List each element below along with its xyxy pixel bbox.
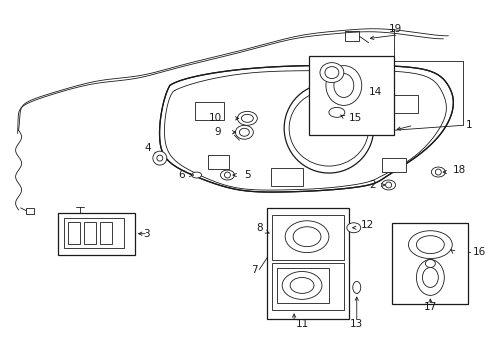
Text: 17: 17 <box>423 302 436 312</box>
Ellipse shape <box>288 90 368 166</box>
Ellipse shape <box>319 63 343 82</box>
Bar <box>194 103 224 120</box>
Ellipse shape <box>425 260 434 267</box>
Bar <box>25 208 34 214</box>
Bar <box>58 213 135 255</box>
Ellipse shape <box>325 66 361 105</box>
Bar <box>267 208 348 319</box>
Ellipse shape <box>422 267 437 287</box>
Ellipse shape <box>239 128 249 136</box>
Text: 15: 15 <box>348 113 361 123</box>
Ellipse shape <box>241 114 253 122</box>
Ellipse shape <box>430 167 445 177</box>
Ellipse shape <box>153 151 166 165</box>
Ellipse shape <box>157 155 163 161</box>
Ellipse shape <box>346 223 360 233</box>
Ellipse shape <box>282 271 321 300</box>
Text: 6: 6 <box>178 170 184 180</box>
Text: 10: 10 <box>208 113 221 123</box>
Bar <box>391 223 467 304</box>
Ellipse shape <box>385 182 391 188</box>
Ellipse shape <box>220 170 234 180</box>
Text: 5: 5 <box>244 170 250 180</box>
Ellipse shape <box>324 67 338 78</box>
Text: 14: 14 <box>368 87 381 98</box>
Bar <box>388 95 418 113</box>
Bar <box>344 31 358 41</box>
Ellipse shape <box>191 172 201 178</box>
Bar <box>271 168 303 186</box>
Bar <box>84 222 96 244</box>
Bar <box>272 262 343 310</box>
Text: 11: 11 <box>295 319 308 329</box>
Ellipse shape <box>224 172 230 178</box>
Text: 13: 13 <box>349 319 363 329</box>
Ellipse shape <box>292 227 320 247</box>
Ellipse shape <box>416 236 444 253</box>
Bar <box>381 158 406 172</box>
Text: 19: 19 <box>388 24 401 34</box>
Bar <box>277 267 328 303</box>
Ellipse shape <box>328 107 344 117</box>
Text: 8: 8 <box>256 223 263 233</box>
Ellipse shape <box>333 73 353 98</box>
Ellipse shape <box>237 111 257 125</box>
Ellipse shape <box>407 231 451 258</box>
Ellipse shape <box>434 169 440 175</box>
Bar <box>100 222 112 244</box>
Bar <box>64 218 124 248</box>
Text: 1: 1 <box>465 120 472 130</box>
Ellipse shape <box>289 278 313 293</box>
Ellipse shape <box>285 221 328 253</box>
Ellipse shape <box>352 282 360 293</box>
Bar <box>308 56 393 135</box>
Ellipse shape <box>416 260 444 295</box>
Text: 18: 18 <box>452 165 466 175</box>
Text: 7: 7 <box>250 265 257 275</box>
Ellipse shape <box>381 180 395 190</box>
Text: 4: 4 <box>144 143 151 153</box>
Bar <box>68 222 80 244</box>
Bar <box>272 215 343 260</box>
Text: 12: 12 <box>360 220 373 230</box>
Text: 16: 16 <box>472 247 486 257</box>
Text: 3: 3 <box>142 229 149 239</box>
Ellipse shape <box>235 125 253 139</box>
Bar <box>207 155 229 169</box>
Text: 9: 9 <box>214 127 221 137</box>
Text: 2: 2 <box>368 180 375 190</box>
Polygon shape <box>159 65 452 192</box>
